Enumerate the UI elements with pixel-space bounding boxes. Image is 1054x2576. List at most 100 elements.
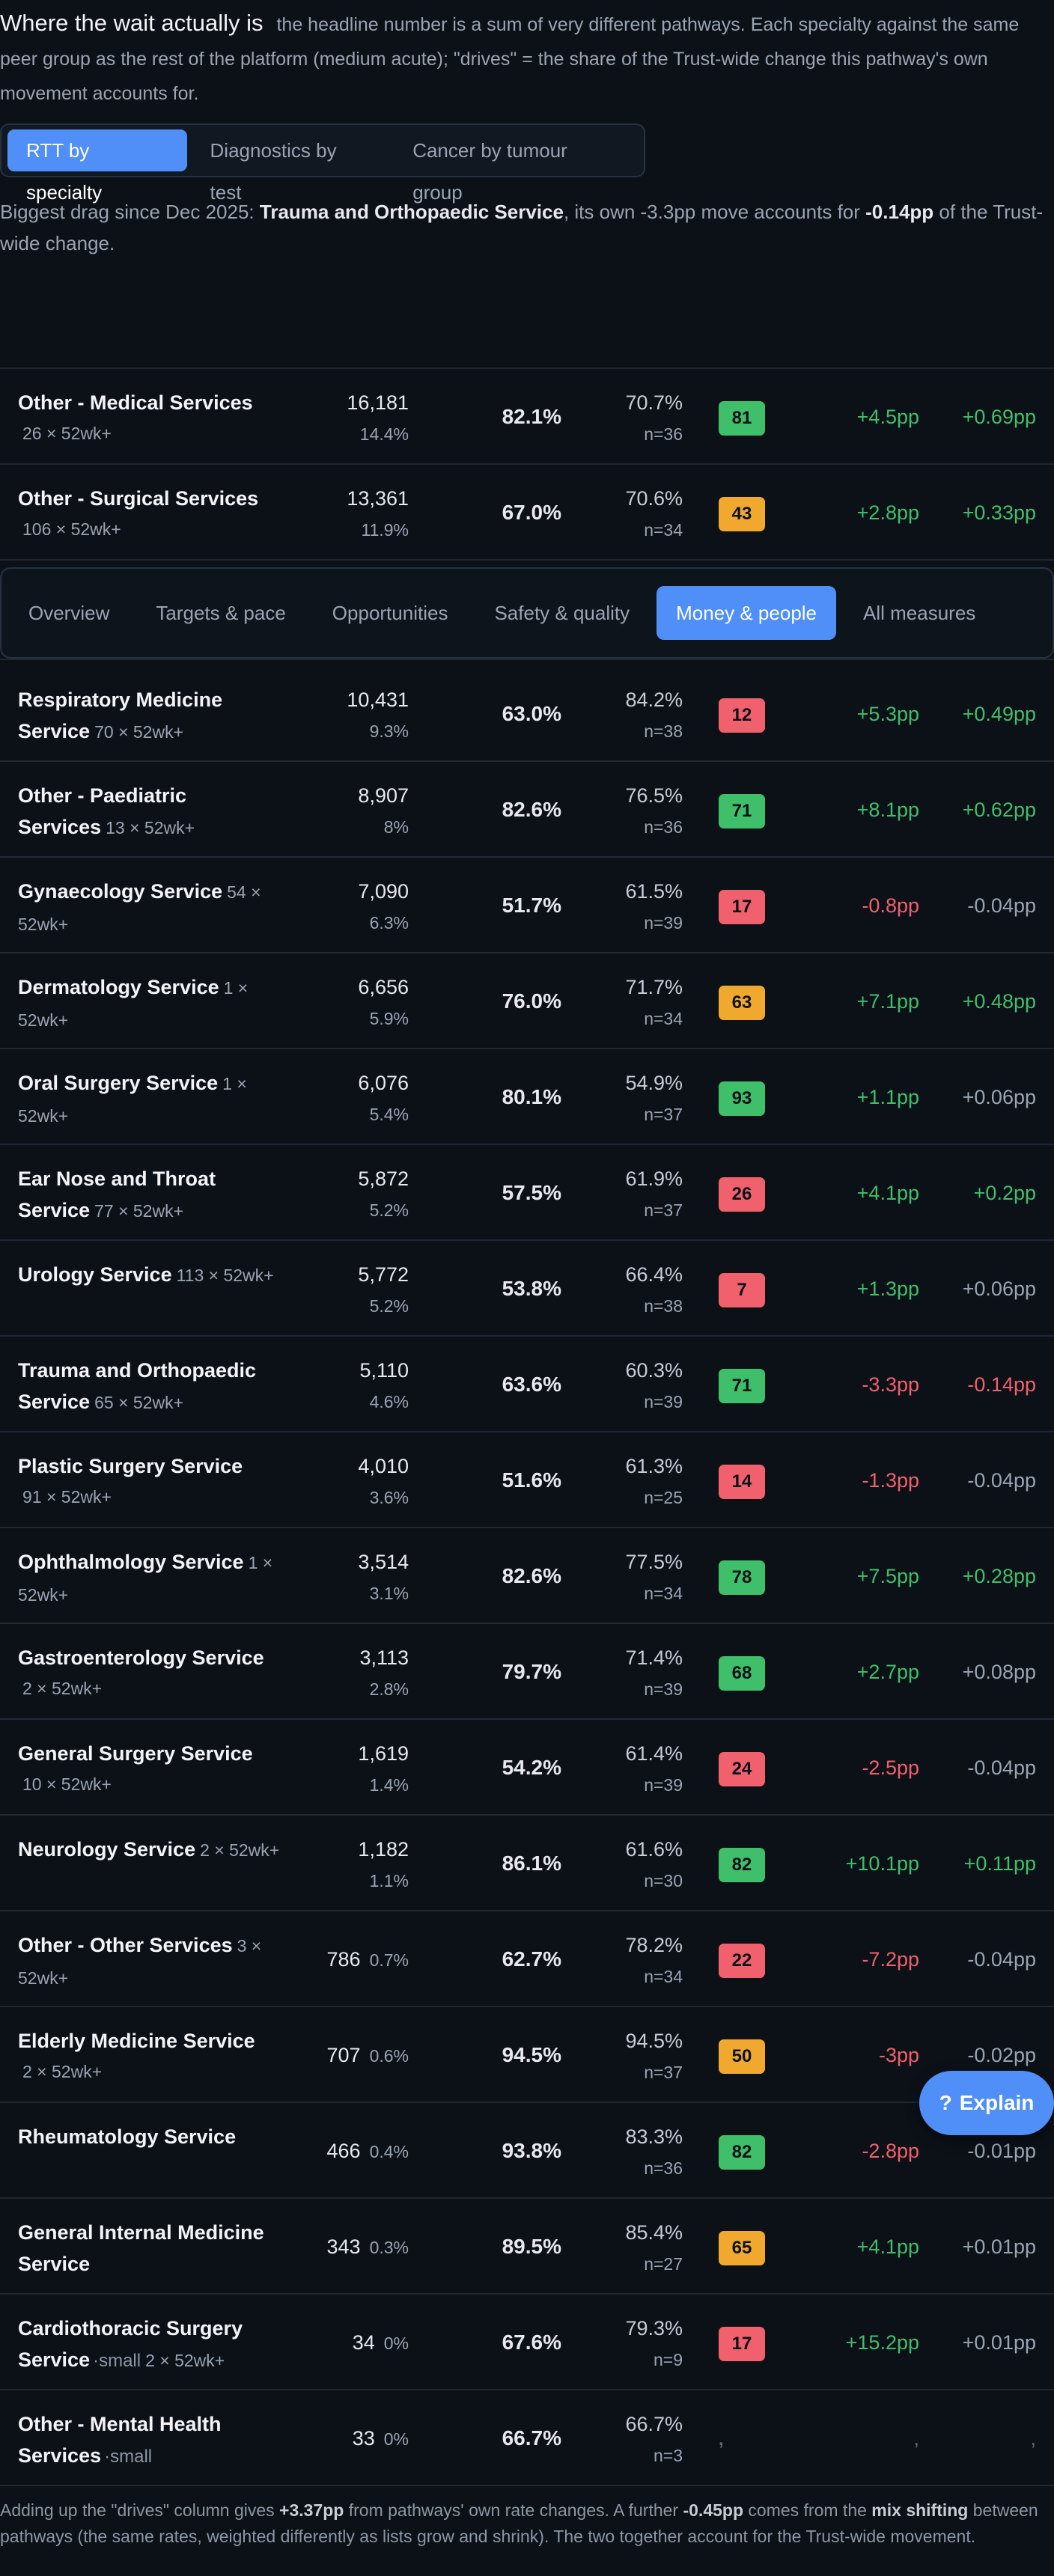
specialty-name: Elderly Medicine Service [18, 2030, 255, 2052]
long-waiters: 2 × 52wk+ [145, 2351, 225, 2370]
page-title: Where the wait actually is [0, 10, 264, 36]
drives-value: -0.04pp [967, 1469, 1036, 1492]
peer-n: n=34 [644, 520, 683, 540]
count-share: 14.4% [359, 424, 409, 444]
drives-value: +0.33pp [962, 501, 1036, 524]
long-waiters: 70 × 52wk+ [94, 722, 184, 742]
drag-value: -0.14pp [865, 201, 934, 223]
count-value: 5,872 [358, 1168, 409, 1190]
table-row[interactable]: Other - Other Services 3 × 52wk+ 786 0.7% 62… [0, 1911, 1054, 2007]
nav-tab-opportunities[interactable]: Opportunities [332, 602, 448, 624]
table-row[interactable]: Cardiothoracic Surgery Service ·small 2 × … [0, 2295, 1054, 2390]
peer-n: n=39 [644, 913, 683, 933]
change-value: +7.1pp [856, 990, 919, 1013]
score-badge: 43 [719, 497, 765, 531]
specialty-name: Neurology Service [18, 1838, 196, 1861]
table-row[interactable]: Gastroenterology Service 2 × 52wk+ 3,113 2.… [0, 1624, 1054, 1720]
tab-diagnostics-by-test[interactable]: Diagnostics by test [210, 139, 337, 204]
table-row[interactable]: Trauma and Orthopaedic Service 65 × 52wk+… [0, 1337, 1054, 1432]
change-value: +4.5pp [856, 406, 919, 428]
view-switcher: RTT by specialty Diagnostics by test Can… [0, 123, 645, 204]
change-value: -3pp [878, 2044, 919, 2066]
count-share: 5.2% [369, 1296, 409, 1316]
count-value: 786 [326, 1948, 361, 1971]
peer-value: 94.5% [625, 2030, 683, 2052]
footer-e: comes from the [748, 2500, 867, 2520]
table-row[interactable]: Gynaecology Service 54 × 52wk+ 7,090 6.3% 51… [0, 858, 1054, 953]
long-waiters: 1 × 52wk+ [18, 1553, 273, 1605]
long-waiters: 1 × 52wk+ [18, 978, 249, 1030]
peer-n: n=39 [644, 1392, 683, 1411]
peer-n: n=37 [644, 1200, 683, 1220]
score-badge: 26 [719, 1177, 765, 1212]
explain-button[interactable]: ? Explain [919, 2071, 1054, 2135]
change-value: +2.7pp [856, 1661, 919, 1683]
table-row[interactable]: Ophthalmology Service 1 × 52wk+ 3,514 3.1% 8… [0, 1528, 1054, 1624]
nav-tab-all-measures[interactable]: All measures [863, 602, 976, 624]
long-waiters: 2 × 52wk+ [22, 2062, 103, 2081]
table-row[interactable]: Other - Mental Health Services ·small 33 0%… [0, 2390, 1054, 2486]
table-row[interactable]: General Internal Medicine Service 343 0.3%… [0, 2199, 1054, 2295]
peer-n: n=25 [644, 1488, 683, 1507]
tab-cancer-by-tumour-group[interactable]: Cancer by tumour group [412, 139, 567, 204]
waiting-count: 1,182 1.1% [358, 1834, 409, 1896]
table-row[interactable]: Other - Paediatric Services 13 × 52wk+ 8,9… [0, 762, 1054, 858]
table-row[interactable]: Oral Surgery Service 1 × 52wk+ 6,076 5.4% 80… [0, 1049, 1054, 1145]
waiting-count: 5,772 5.2% [358, 1259, 409, 1322]
specialty-name: Cardiothoracic Surgery Service [18, 2317, 243, 2371]
peer-cell: 85.4% n=27 [625, 2217, 683, 2280]
change-value: +2.8pp [856, 501, 919, 524]
specialty-name: Other - Surgical Services [18, 487, 259, 510]
peer-value: 66.7% [625, 2413, 683, 2435]
long-waiters: 2 × 52wk+ [200, 1840, 280, 1860]
specialty-name: Other - Mental Health Services [18, 2413, 222, 2467]
drives-value: +0.62pp [962, 799, 1036, 821]
table-row[interactable]: Respiratory Medicine Service 70 × 52wk+ 10… [0, 666, 1054, 762]
table-row[interactable]: Urology Service 113 × 52wk+ 5,772 5.2% 53.8%… [0, 1241, 1054, 1337]
change-value: +5.3pp [856, 703, 919, 725]
table-row[interactable]: Elderly Medicine Service 2 × 52wk+ 707 0.6%… [0, 2007, 1054, 2103]
tab-rtt-by-specialty[interactable]: RTT by specialty [7, 129, 187, 204]
table-row[interactable]: Plastic Surgery Service 91 × 52wk+ 4,010 3.… [0, 1432, 1054, 1528]
table-row[interactable]: Other - Surgical Services 106 × 52wk+ 13,3… [0, 465, 1054, 561]
long-waiters: 77 × 52wk+ [94, 1201, 184, 1221]
peer-cell: 71.7% n=34 [625, 971, 683, 1034]
score-badge: 50 [719, 2039, 765, 2074]
nav-tab-safety-quality[interactable]: Safety & quality [494, 602, 630, 624]
specialty-cell: Gynaecology Service 54 × 52wk+ [18, 876, 287, 940]
peer-value: 66.4% [625, 1263, 683, 1286]
footer-drives-total: +3.37pp [279, 2500, 344, 2520]
table-row[interactable]: Rheumatology Service 466 0.4% 93.8% 83.3% n=3… [0, 2103, 1054, 2199]
peer-n: n=27 [644, 2254, 683, 2274]
specialty-name: Other - Other Services [18, 1934, 233, 1956]
peer-value: 61.6% [625, 1838, 683, 1861]
intro: Where the wait actually is the headline n… [0, 0, 1054, 111]
count-value: 13,361 [347, 487, 409, 510]
count-share: 5.2% [369, 1200, 409, 1220]
table-row[interactable]: Dermatology Service 1 × 52wk+ 6,656 5.9% 76.… [0, 953, 1054, 1049]
table-row[interactable]: Other - Medical Services 26 × 52wk+ 16,181… [0, 369, 1054, 465]
count-share: 5.9% [369, 1009, 409, 1028]
table-row[interactable]: General Surgery Service 10 × 52wk+ 1,619 1.… [0, 1720, 1054, 1816]
drives-value: -0.04pp [967, 1948, 1036, 1971]
count-share: 9.3% [369, 721, 409, 741]
peer-cell: 54.9% n=37 [625, 1067, 683, 1130]
nav-tab-overview[interactable]: Overview [28, 602, 110, 624]
section-nav-tabs: Overview Targets & pace Opportunities Sa… [0, 567, 1054, 659]
long-waiters: 3 × 52wk+ [18, 1936, 262, 1988]
biggest-drag-summary: Biggest drag since Dec 2025: Trauma and … [0, 196, 1048, 259]
table-row[interactable]: Ear Nose and Throat Service 77 × 52wk+ 5,8… [0, 1145, 1054, 1241]
waiting-count: 5,872 5.2% [358, 1163, 409, 1226]
peer-value: 77.5% [625, 1551, 683, 1573]
score-badge: 71 [719, 1369, 765, 1403]
table-row[interactable]: Neurology Service 2 × 52wk+ 1,182 1.1% 86.1%… [0, 1816, 1054, 1911]
peer-cell: 66.7% n=3 [625, 2408, 683, 2471]
drives-value: +0.11pp [963, 1852, 1036, 1875]
rate-value: 82.1% [502, 405, 561, 428]
waiting-count: 33 0% [353, 2423, 409, 2455]
long-waiters: 106 × 52wk+ [22, 519, 121, 539]
nav-tab-targets-pace[interactable]: Targets & pace [156, 602, 286, 624]
change-value: +8.1pp [856, 799, 919, 821]
nav-tab-money-people[interactable]: Money & people [657, 586, 837, 640]
peer-cell: 61.6% n=30 [625, 1834, 683, 1896]
